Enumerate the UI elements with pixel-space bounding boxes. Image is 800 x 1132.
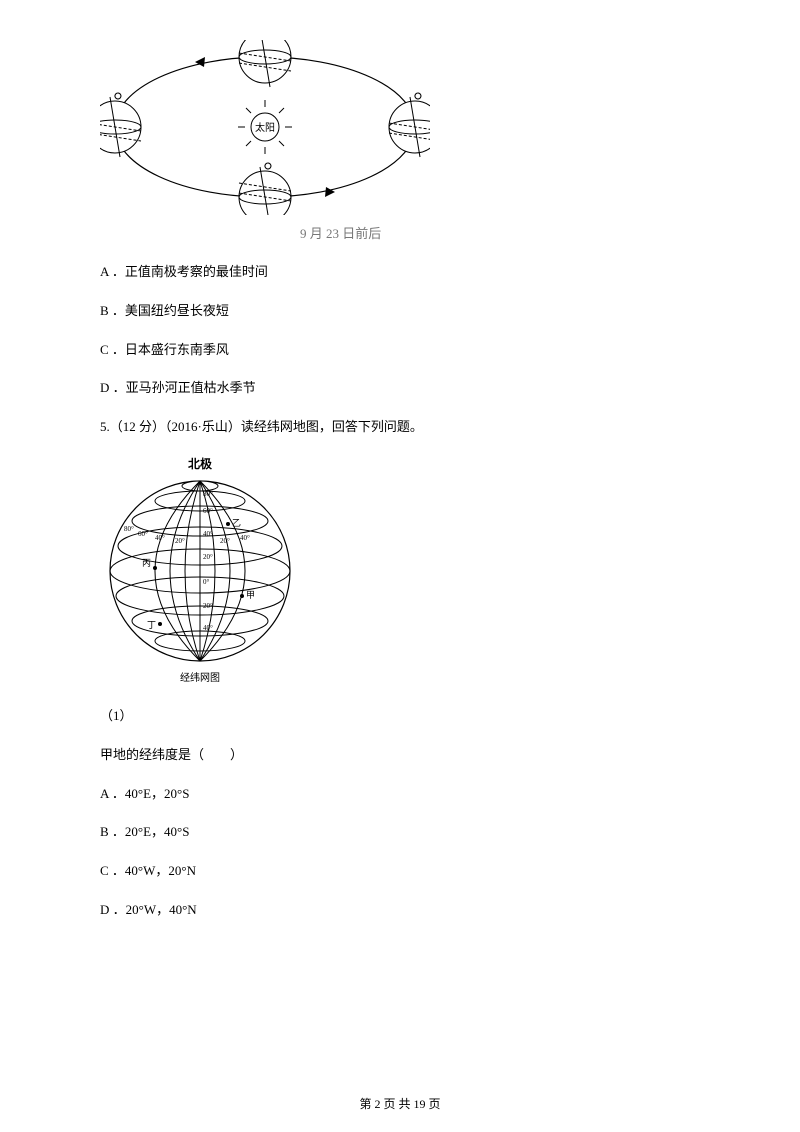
q4-option-d: D ．亚马孙河正值枯水季节 (100, 378, 700, 399)
lat-40: 40° (203, 530, 213, 538)
q5-stem: 5.（12 分）（2016·乐山）读经纬网地图，回答下列问题。 (100, 417, 700, 438)
lon-e20: 20° (220, 537, 230, 545)
sub1-marker: （1） (100, 706, 700, 727)
globe-top-label: 北极 (188, 456, 213, 471)
lat-80: 80° (203, 490, 213, 498)
lon-w80: 80° (124, 525, 134, 533)
orbit-diagram-block: 太阳 (100, 40, 700, 242)
q4-option-a: A ．正值南极考察的最佳时间 (100, 262, 700, 283)
globe-caption: 经纬网图 (180, 671, 220, 684)
orbit-diagram: 太阳 (100, 40, 430, 215)
sun-label: 太阳 (255, 121, 275, 134)
lon-w20: 20° (175, 537, 185, 545)
point-yi: 乙 (232, 518, 241, 528)
sub1-option-d: D ．20°W，40°N (100, 900, 700, 921)
globe-diagram-block: 北极 80° 60° 40° 20° 0° 20° 40° 80° 60° 40… (100, 456, 700, 686)
point-jia: 甲 (246, 590, 255, 600)
q4-option-c: C ．日本盛行东南季风 (100, 340, 700, 361)
orbit-bottom-annotation: 9 月 23 日前后 (300, 223, 700, 242)
lat-s20: 20° (203, 602, 213, 610)
lon-e40: 40° (240, 534, 250, 542)
q4-option-b: B ．美国纽约昼长夜短 (100, 301, 700, 322)
lat-60: 60° (203, 507, 213, 515)
lat-0: 0° (203, 578, 210, 586)
lon-w40: 40° (155, 534, 165, 542)
page-footer: 第 2 页 共 19 页 (0, 1095, 800, 1112)
globe-diagram: 北极 80° 60° 40° 20° 0° 20° 40° 80° 60° 40… (100, 456, 300, 686)
lat-20: 20° (203, 553, 213, 561)
point-bing: 丙 (142, 558, 151, 568)
sub1-stem: 甲地的经纬度是（ ） (100, 745, 700, 766)
point-ding: 丁 (147, 620, 156, 630)
lat-s40: 40° (203, 624, 213, 632)
lon-w60: 60° (138, 530, 148, 538)
sub1-option-c: C ．40°W，20°N (100, 861, 700, 882)
sub1-option-b: B ．20°E，40°S (100, 822, 700, 843)
sub1-option-a: A ．40°E，20°S (100, 784, 700, 805)
